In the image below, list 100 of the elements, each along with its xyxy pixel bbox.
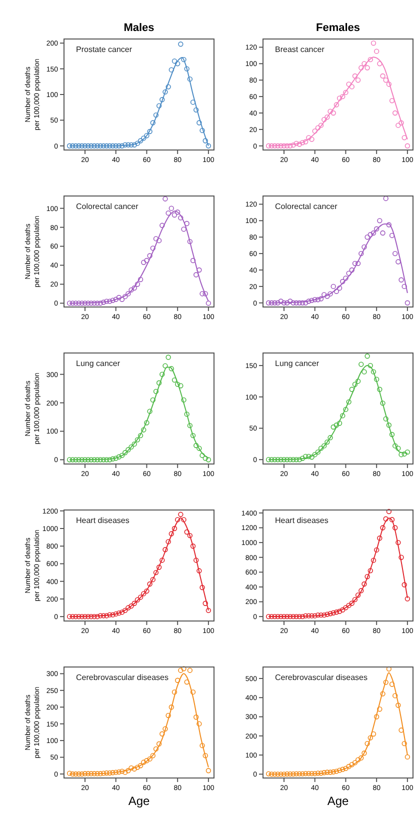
- point: [309, 136, 314, 142]
- point: [278, 143, 284, 148]
- point: [284, 771, 290, 777]
- point: [168, 206, 174, 211]
- point: [168, 67, 174, 72]
- point: [306, 454, 312, 460]
- point: [79, 771, 84, 777]
- point: [377, 61, 382, 66]
- point: [174, 382, 180, 387]
- point: [340, 94, 346, 100]
- point: [352, 596, 358, 602]
- point: [346, 270, 352, 276]
- point: [302, 454, 308, 460]
- point: [318, 122, 324, 128]
- point: [181, 56, 186, 62]
- point: [116, 294, 122, 300]
- point: [355, 260, 361, 266]
- point: [330, 110, 336, 116]
- point: [174, 678, 180, 683]
- point: [328, 291, 333, 296]
- point: [141, 591, 146, 596]
- point: [144, 588, 150, 594]
- point: [315, 612, 321, 618]
- point: [312, 452, 318, 458]
- point: [196, 267, 202, 273]
- point: [296, 142, 302, 147]
- point: [94, 300, 100, 306]
- point: [374, 714, 380, 720]
- point: [275, 143, 280, 148]
- point: [324, 612, 330, 617]
- point: [398, 554, 404, 560]
- point: [340, 278, 346, 284]
- point: [110, 770, 116, 776]
- point: [380, 525, 386, 530]
- point: [200, 742, 205, 748]
- point: [153, 746, 159, 752]
- point: [178, 668, 184, 673]
- point: [181, 226, 186, 232]
- point: [386, 508, 392, 514]
- point: [94, 771, 100, 776]
- point: [392, 525, 398, 530]
- point: [194, 272, 199, 278]
- point: [330, 424, 336, 430]
- point: [343, 276, 348, 281]
- point: [85, 614, 91, 620]
- point: [76, 457, 82, 462]
- point: [324, 770, 330, 775]
- point: [94, 143, 100, 148]
- point: [396, 446, 401, 451]
- point: [134, 437, 140, 442]
- point: [144, 133, 150, 138]
- point: [113, 456, 118, 461]
- point: [107, 770, 112, 776]
- point: [288, 298, 293, 304]
- point: [312, 128, 318, 134]
- point: [168, 531, 174, 536]
- point: [132, 766, 137, 772]
- point: [110, 612, 116, 618]
- point: [312, 297, 318, 302]
- point: [362, 244, 367, 250]
- point: [132, 441, 137, 447]
- text: Lung cancer: [275, 359, 320, 368]
- point: [368, 56, 374, 62]
- point: [190, 432, 196, 438]
- point: [88, 771, 94, 776]
- point: [404, 754, 410, 760]
- point: [70, 300, 76, 306]
- point: [288, 614, 293, 620]
- point: [206, 300, 212, 306]
- point: [113, 296, 118, 302]
- point: [340, 413, 346, 418]
- point: [346, 399, 352, 405]
- point: [272, 143, 278, 148]
- point: [168, 704, 174, 710]
- point: [272, 457, 278, 462]
- point: [396, 540, 401, 546]
- point: [312, 771, 318, 776]
- point: [107, 298, 112, 304]
- point: [76, 771, 82, 777]
- point: [362, 750, 367, 756]
- point: [150, 120, 156, 126]
- point: [389, 432, 395, 438]
- point: [128, 287, 134, 293]
- chart-title: Males: [124, 22, 154, 34]
- point: [294, 300, 299, 306]
- point: [119, 143, 125, 148]
- point: [172, 526, 178, 532]
- point: [128, 444, 134, 450]
- point: [178, 383, 184, 388]
- point: [334, 422, 340, 428]
- point: [358, 588, 364, 594]
- point: [318, 296, 324, 302]
- point: [184, 529, 190, 535]
- point: [200, 584, 205, 590]
- point: [290, 771, 296, 777]
- point: [352, 760, 358, 766]
- point: [275, 772, 280, 777]
- point: [288, 771, 293, 777]
- point: [284, 143, 290, 148]
- point: [368, 362, 374, 368]
